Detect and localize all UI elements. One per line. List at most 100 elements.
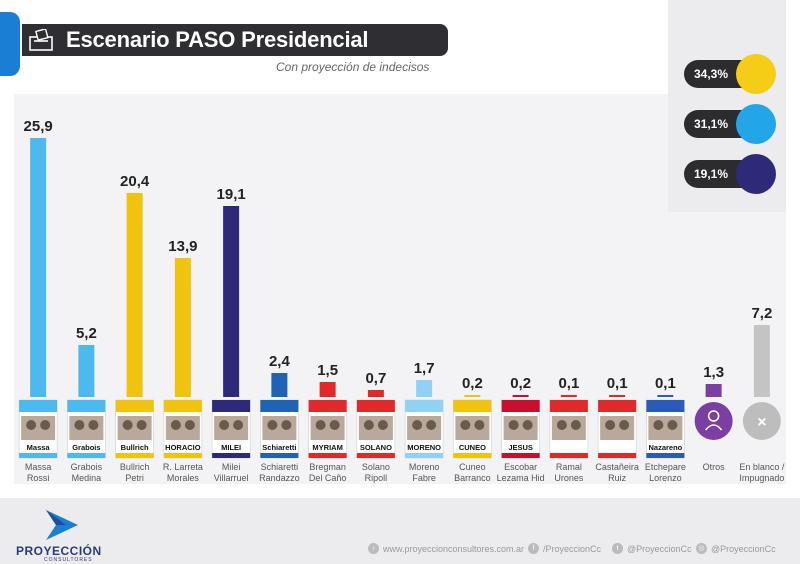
category-label-10-line1: Escobar (504, 462, 537, 472)
ballot-header-6 (308, 400, 347, 412)
website-link[interactable]: › www.proyeccionconsultores.com.ar (368, 543, 524, 554)
bar-11 (560, 395, 577, 397)
ballot-name-5: Schiaretti (262, 443, 296, 452)
ballot-photo-7 (358, 416, 393, 440)
brand-logo-icon (46, 510, 78, 540)
value-label-3: 13,9 (168, 238, 197, 255)
value-label-14: 1,3 (703, 364, 724, 381)
ballot-header-10 (501, 400, 540, 412)
ballot-face-b-12 (619, 420, 630, 430)
bar-13 (657, 395, 674, 397)
ballot-face-a-8 (412, 420, 423, 430)
bar-8 (416, 380, 433, 397)
arrow-icon: › (368, 543, 379, 554)
ballot-photo-8 (407, 416, 442, 440)
instagram-icon: ◎ (696, 543, 707, 554)
ballot-box-icon (29, 29, 53, 51)
twitter-text: @ProyeccionCc (627, 543, 692, 554)
category-label-14-line1: Otros (703, 462, 726, 472)
ballot-footer-2 (115, 453, 154, 458)
ballot-footer-0 (19, 453, 58, 458)
value-label-9: 0,2 (462, 375, 483, 392)
ballot-header-7 (356, 400, 395, 412)
ballot-header-4 (212, 400, 251, 412)
category-label-8-line2: Fabre (412, 473, 436, 483)
ballot-photo-0 (21, 416, 56, 440)
bar-10 (512, 395, 529, 397)
category-label-1-line1: Grabois (71, 462, 103, 472)
ballot-footer-7 (356, 453, 395, 458)
ballot-footer-3 (163, 453, 202, 458)
ballot-footer-11 (549, 453, 588, 458)
instagram-link[interactable]: ◎ @ProyeccionCc (696, 543, 776, 554)
summary-value-1: 31,1% (684, 110, 746, 138)
footer (0, 498, 800, 564)
category-label-0-line1: Massa (25, 462, 52, 472)
twitter-icon: t (612, 543, 623, 554)
ballot-name-6: MYRIAM (312, 443, 342, 452)
ballot-face-b-0 (40, 420, 51, 430)
facebook-link[interactable]: f/ProyeccionCc (528, 543, 601, 554)
left-accent-bar (0, 12, 20, 76)
ballot-footer-13 (646, 453, 685, 458)
ballot-footer-1 (67, 453, 106, 458)
ballot-face-a-9 (460, 420, 471, 430)
category-label-7-line1: Solano (362, 462, 390, 472)
ballot-photo-2 (117, 416, 152, 440)
category-label-2-line1: Bullrich (120, 462, 150, 472)
ballot-photo-1 (69, 416, 104, 440)
value-label-11: 0,1 (558, 375, 579, 392)
chart-subtitle: Con proyección de indecisos (276, 60, 430, 74)
ballot-photo-11 (551, 416, 586, 440)
ballot-face-b-11 (570, 420, 581, 430)
ballot-footer-9 (453, 453, 492, 458)
ballot-face-a-0 (26, 420, 37, 430)
blank-vote-x: × (757, 414, 766, 431)
facebook-icon: f (528, 543, 539, 554)
website-text: www.proyeccionconsultores.com.ar (383, 543, 525, 554)
ballot-face-b-1 (88, 420, 99, 430)
ballot-header-0 (19, 400, 58, 412)
ballot-header-13 (646, 400, 685, 412)
bar-1 (78, 345, 95, 397)
ballot-photo-13 (648, 416, 683, 440)
category-label-12-line2: Ruiz (608, 473, 627, 483)
category-label-9-line1: Cuneo (459, 462, 486, 472)
bar-9 (464, 395, 481, 397)
bar-0 (30, 138, 47, 397)
brand-subtitle: CONSULTORES (44, 557, 93, 563)
ballot-face-a-13 (653, 420, 664, 430)
otros-person-body (705, 424, 723, 431)
category-label-1-line2: Medina (72, 473, 102, 483)
ballot-footer-6 (308, 453, 347, 458)
ballot-face-a-5 (267, 420, 278, 430)
ballot-name-10: JESUS (508, 443, 533, 452)
ballot-face-b-6 (329, 420, 340, 430)
bar-4 (223, 206, 240, 397)
category-label-11-line2: Urones (554, 473, 584, 483)
summary-value-0: 34,3% (684, 60, 746, 88)
value-label-10: 0,2 (510, 375, 531, 392)
ballot-face-a-11 (556, 420, 567, 430)
up-logo (736, 104, 776, 144)
category-label-2-line2: Petri (125, 473, 144, 483)
ballot-face-a-3 (170, 420, 181, 430)
ballot-face-a-10 (508, 420, 519, 430)
ballot-face-b-8 (426, 420, 437, 430)
ballot-header-8 (405, 400, 444, 412)
ballot-header-1 (67, 400, 106, 412)
ballot-header-11 (549, 400, 588, 412)
ballot-face-a-12 (605, 420, 616, 430)
bar-14 (705, 384, 722, 397)
bar-3 (174, 258, 191, 397)
ballot-header-9 (453, 400, 492, 412)
bar-15 (753, 325, 770, 397)
ballot-name-8: MORENO (407, 443, 441, 452)
ballot-face-a-4 (219, 420, 230, 430)
ballot-footer-8 (405, 453, 444, 458)
ballot-name-13: Nazareno (648, 443, 682, 452)
value-label-8: 1,7 (414, 360, 435, 377)
twitter-link[interactable]: t @ProyeccionCc (612, 543, 692, 554)
ballot-photo-3 (165, 416, 200, 440)
category-label-11-line1: Ramal (556, 462, 582, 472)
